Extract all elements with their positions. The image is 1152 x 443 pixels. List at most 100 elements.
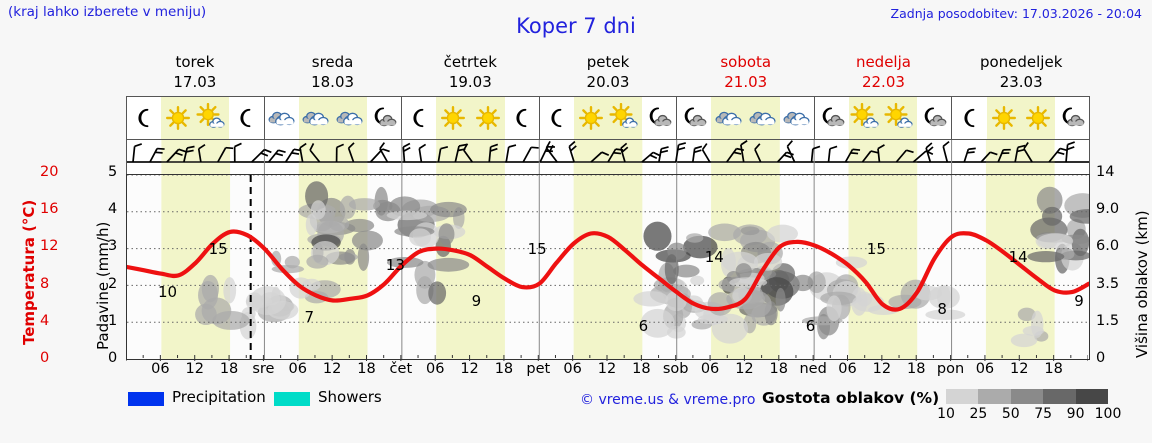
- density-swatch-1: [978, 389, 1011, 404]
- sun-clear-icon: [161, 97, 196, 139]
- time-axis-label-5: 12: [322, 361, 342, 377]
- weather-icon-row: [126, 96, 1090, 140]
- cloud-density-scale-labels: 10 25 50 75 90 100: [937, 406, 1121, 424]
- moon-cloudy-icon: [367, 97, 401, 139]
- density-swatch-4: [1075, 389, 1109, 404]
- day-name: torek: [175, 53, 215, 71]
- icon-day-3: [540, 97, 678, 139]
- time-axis-label-6: 18: [357, 361, 376, 377]
- density-label-90: 90: [1066, 406, 1085, 422]
- temperature-value-label: 13: [385, 256, 405, 275]
- day-date: 22.03: [861, 73, 905, 91]
- temperature-tick-8: 8: [40, 275, 50, 292]
- time-axis-label-8: 06: [425, 361, 445, 377]
- day-date: 17.03: [173, 73, 217, 91]
- day-name: nedelja: [855, 53, 911, 71]
- day-header-5: nedelja 22.03: [815, 52, 953, 94]
- day-header-6: ponedeljek 23.03: [952, 52, 1090, 94]
- time-axis-label-21: 12: [872, 361, 892, 377]
- cloud-height-tick-0: 0: [1096, 350, 1106, 366]
- day-date: 20.03: [586, 73, 630, 91]
- day-header-2: četrtek 19.03: [401, 52, 539, 94]
- temperature-value-label: 10: [157, 283, 178, 302]
- showers-legend-swatch: [274, 392, 310, 406]
- day-header-row: torek 17.03 sreda 18.03 četrtek 19.03 petek 20.…: [126, 52, 1090, 94]
- icon-day-1: [265, 97, 403, 139]
- cloudy-icon: [332, 97, 367, 139]
- time-axis-label-2: 18: [219, 361, 239, 377]
- day-date: 23.03: [999, 73, 1043, 91]
- temperature-value-label: 6: [638, 316, 649, 335]
- forecast-chart: [127, 175, 1089, 359]
- day-date: 18.03: [311, 73, 355, 91]
- cloudy-icon: [745, 97, 780, 139]
- temperature-axis-title: Temperatura (°C): [20, 199, 38, 345]
- temperature-value-label: 8: [937, 300, 947, 319]
- moon-cloudy-icon: [642, 97, 676, 139]
- density-swatch-0: [946, 389, 979, 404]
- icon-day-0: [127, 97, 265, 139]
- sun-clear-icon: [470, 97, 505, 139]
- cloud-density-scale: [946, 389, 1109, 404]
- cloud-height-tick-5: 14: [1096, 164, 1115, 180]
- precipitation-tick-4: 4: [108, 201, 118, 218]
- sun-partly-cloudy-icon: [195, 97, 230, 139]
- day-name: sobota: [720, 53, 772, 71]
- precipitation-axis-title: Padavine (mm/h): [94, 221, 112, 350]
- moon-clear-icon: [505, 97, 539, 139]
- copyright-text: © vreme.us & vreme.pro: [580, 392, 756, 408]
- temperature-value-label: 15: [527, 239, 547, 258]
- day-header-1: sreda 18.03: [264, 52, 402, 94]
- cloudy-icon: [298, 97, 333, 139]
- time-axis-label-14: 18: [632, 361, 651, 377]
- moon-clear-icon: [952, 97, 986, 139]
- time-axis-label-19: ned: [799, 361, 827, 377]
- time-axis: 06 12 18 sre 06 12 18 čet 06 12 18 pet 06 12 18 sob 06 12…: [126, 355, 1090, 383]
- precipitation-tick-0: 0: [108, 350, 118, 366]
- sun-clear-icon: [573, 97, 609, 139]
- legend-row: Precipitation Showers: [0, 388, 1152, 422]
- moon-clear-icon: [540, 97, 574, 139]
- icon-day-2: [402, 97, 540, 139]
- forecast-plot-area: 10 15 7 13 9 15 6 14 6 15 8 14 9: [126, 174, 1090, 360]
- cloudy-icon: [265, 97, 299, 139]
- icon-day-6: [952, 97, 1089, 139]
- temperature-value-label: 14: [1008, 247, 1028, 266]
- temperature-value-label: 9: [471, 291, 482, 310]
- temperature-tick-20: 20: [40, 164, 59, 180]
- time-axis-label-25: 12: [1010, 361, 1029, 377]
- time-axis-label-22: 18: [906, 361, 926, 377]
- day-date: 21.03: [724, 73, 768, 91]
- temperature-tick-4: 4: [40, 312, 50, 329]
- showers-legend-label: Showers: [318, 388, 382, 406]
- precipitation-legend-swatch: [128, 392, 164, 406]
- temperature-value-label: 9: [1074, 291, 1084, 310]
- density-swatch-3: [1043, 389, 1076, 404]
- page-title: Koper 7 dni: [516, 14, 636, 38]
- time-axis-label-23: pon: [936, 361, 965, 377]
- icon-day-4: [677, 97, 815, 139]
- moon-cloudy-icon: [1055, 97, 1089, 139]
- temperature-value-label: 6: [805, 316, 816, 335]
- day-header-4: sobota 21.03: [677, 52, 815, 94]
- last-update-text: Zadnja posodobitev: 17.03.2026 - 20:04: [890, 6, 1142, 21]
- time-axis-label-16: 06: [700, 361, 720, 377]
- cloud-height-tick-4: 9.0: [1096, 201, 1120, 218]
- time-axis-label-7: čet: [389, 361, 413, 377]
- time-axis-label-9: 12: [460, 361, 479, 377]
- day-name: ponedeljek: [979, 53, 1063, 71]
- precipitation-tick-5: 5: [108, 164, 118, 180]
- time-axis-label-10: 18: [494, 361, 514, 377]
- temperature-tick-12: 12: [40, 238, 59, 255]
- sun-partly-cloudy-icon: [883, 97, 918, 139]
- time-axis-label-17: 12: [735, 361, 754, 377]
- time-axis-ticks: [126, 355, 1088, 361]
- cloud-height-tick-3: 6.0: [1096, 238, 1120, 255]
- day-date: 19.03: [448, 73, 492, 91]
- sun-clear-icon: [436, 97, 471, 139]
- time-axis-label-3: sre: [252, 361, 275, 377]
- day-name: četrtek: [443, 53, 497, 71]
- sun-partly-cloudy-icon: [849, 97, 884, 139]
- cloud-density-title: Gostota oblakov (%): [762, 389, 940, 407]
- time-axis-label-12: 06: [563, 361, 582, 377]
